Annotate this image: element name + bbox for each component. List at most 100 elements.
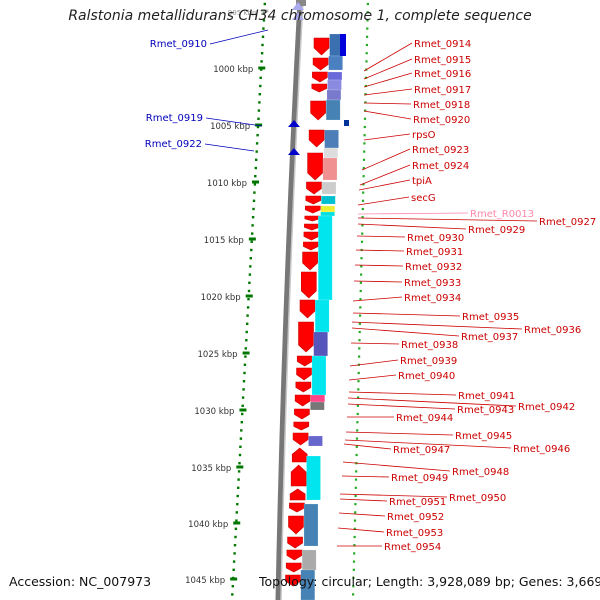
- right-leader-line: [352, 296, 403, 302]
- right-leader-line: [338, 512, 386, 517]
- feature-block: [314, 299, 330, 333]
- inner-ruler-dot: [355, 470, 358, 473]
- right-gene-label: Rmet_0945: [455, 431, 512, 442]
- inner-ruler-dot: [362, 175, 365, 178]
- right-leader-line: [357, 196, 410, 206]
- feature-block: [308, 435, 323, 447]
- inner-ruler-dot: [362, 183, 365, 186]
- right-gene-label: secG: [411, 193, 436, 204]
- gene-arrow: [285, 574, 301, 587]
- strand-marker: [288, 120, 300, 127]
- right-gene-label: Rmet_0936: [524, 325, 581, 336]
- outer-ruler-dot: [240, 429, 243, 432]
- outer-ruler-dot: [238, 453, 242, 457]
- inner-ruler-dot: [353, 544, 356, 547]
- outer-ruler-dot: [232, 560, 236, 563]
- outer-ruler-dot: [241, 412, 244, 416]
- right-gene-label: Rmet_0930: [407, 233, 464, 244]
- outer-ruler-dot: [251, 216, 255, 219]
- inner-ruler-dot: [357, 380, 360, 383]
- inner-ruler-dot: [354, 511, 357, 514]
- left-leader-line: [209, 29, 269, 45]
- right-gene-label: Rmet_0946: [513, 444, 570, 455]
- inner-ruler-dot: [359, 298, 362, 301]
- right-leader-line: [337, 527, 385, 533]
- strand-marker: [288, 148, 300, 155]
- outer-ruler-dot: [244, 355, 247, 358]
- topology-summary: Topology: circular; Length: 3,928,089 bp…: [259, 574, 600, 589]
- feature-block: [311, 355, 327, 396]
- outer-ruler-dot: [262, 19, 266, 22]
- kbp-tick: [261, 9, 269, 13]
- inner-ruler-dot: [352, 585, 355, 588]
- right-gene-label: Rmet_0932: [405, 262, 462, 273]
- gene-arrow: [305, 205, 321, 214]
- gene-arrow: [292, 432, 309, 446]
- gene-arrow: [310, 100, 326, 121]
- outer-ruler-dot: [235, 519, 238, 522]
- inner-ruler-dot: [352, 560, 356, 563]
- right-leader-line: [352, 312, 461, 317]
- outer-ruler-dot: [244, 347, 247, 350]
- outer-ruler-dot: [242, 380, 246, 383]
- kbp-label: 1005 kbp: [210, 122, 250, 132]
- gene-arrow: [311, 83, 328, 93]
- right-gene-label: Rmet_0937: [461, 332, 518, 343]
- outer-ruler-dot: [257, 109, 261, 112]
- gene-arrow: [293, 421, 310, 431]
- inner-ruler-dot: [359, 314, 362, 317]
- gene-arrow: [303, 241, 319, 251]
- kbp-label: 1015 kbp: [204, 236, 244, 246]
- feature-block: [323, 147, 339, 159]
- right-leader-line: [359, 164, 411, 186]
- backbone-highlight: [280, 0, 304, 600]
- inner-ruler-dot: [363, 142, 366, 145]
- inner-ruler-dot: [355, 445, 358, 448]
- kbp-label: 1010 kbp: [207, 179, 247, 189]
- right-gene-label: Rmet_0941: [458, 391, 515, 402]
- right-gene-label: Rmet_0943: [457, 405, 514, 416]
- feature-block: [326, 89, 342, 101]
- right-leader-line: [363, 58, 413, 80]
- inner-ruler-dot: [362, 191, 365, 194]
- outer-ruler-dot: [250, 248, 253, 252]
- gene-arrow: [287, 536, 303, 549]
- outer-ruler-dot: [231, 585, 234, 588]
- right-gene-label: Rmet_0947: [393, 445, 450, 456]
- right-gene-label: Rmet_0953: [386, 528, 443, 539]
- outer-ruler-dot: [260, 60, 263, 63]
- inner-ruler-dot: [365, 43, 368, 47]
- inner-ruler-dot: [358, 322, 361, 325]
- right-leader-line: [350, 342, 400, 345]
- outer-ruler-dot: [252, 199, 256, 202]
- outer-ruler-dot: [256, 125, 260, 129]
- right-gene-label: Rmet_0915: [414, 55, 471, 66]
- kbp-tick: [239, 408, 247, 412]
- kbp-tick: [236, 465, 244, 469]
- right-gene-label: Rmet_0952: [387, 512, 444, 523]
- kbp-label: 1040 kbp: [188, 520, 228, 530]
- right-gene-label: Rmet_0916: [414, 69, 471, 80]
- inner-ruler-dot: [361, 216, 364, 219]
- right-leader-line: [363, 133, 411, 141]
- kbp-tick: [258, 66, 266, 70]
- inner-ruler-dot: [357, 388, 360, 391]
- right-gene-label: Rmet_0929: [468, 225, 525, 236]
- right-gene-label: Rmet_0950: [449, 493, 506, 504]
- outer-ruler-dot: [243, 363, 247, 366]
- outer-ruler-dot: [234, 527, 238, 530]
- feature-block: [313, 331, 328, 357]
- gene-arrow: [296, 367, 312, 381]
- right-gene-label: Rmet_0942: [518, 402, 575, 413]
- right-gene-label: Rmet_0918: [413, 100, 470, 111]
- inner-ruler-dot: [363, 117, 367, 120]
- kbp-tick: [230, 577, 238, 581]
- right-gene-label: Rmet_R0013: [470, 209, 534, 220]
- right-leader-line: [357, 217, 538, 222]
- map-title: Ralstonia metallidurans CH34 chromosome …: [68, 8, 532, 24]
- outer-ruler-dot: [254, 166, 257, 170]
- outer-ruler-dot: [233, 544, 237, 547]
- outer-ruler-dot: [247, 298, 250, 301]
- inner-ruler-dot: [363, 125, 366, 129]
